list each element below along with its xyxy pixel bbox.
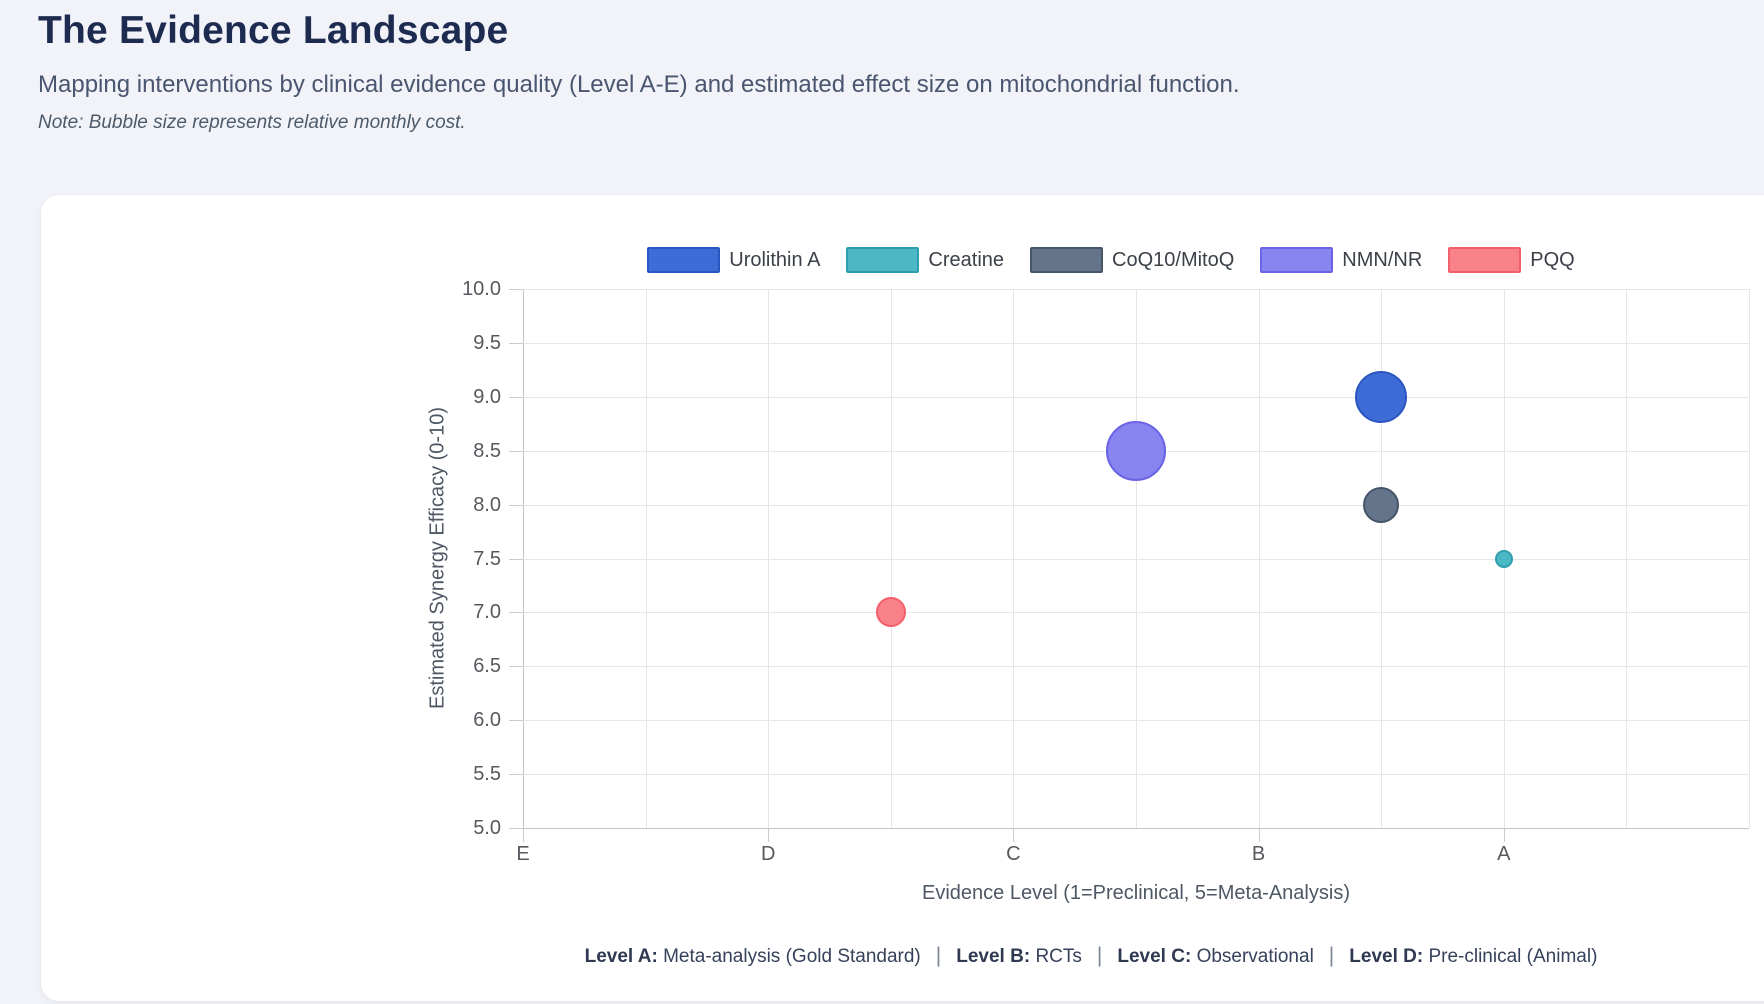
y-tick-label: 7.5 <box>473 547 501 570</box>
legend-item-coq10-mitoq[interactable]: CoQ10/MitoQ <box>1030 247 1234 273</box>
x-tick-mark <box>1013 828 1015 842</box>
legend-label: PQQ <box>1530 248 1575 271</box>
x-tick-label: C <box>1006 843 1021 865</box>
y-tick-label: 5.0 <box>473 817 501 839</box>
y-tick-mark <box>509 504 523 506</box>
y-tick-mark <box>509 774 523 776</box>
legend-swatch-icon <box>1448 247 1522 273</box>
x-tick-label: D <box>760 843 776 865</box>
key-level-label: Level B: <box>956 946 1036 967</box>
y-tick-label: 8.0 <box>473 493 501 516</box>
bubble-nmn-nr[interactable] <box>1106 420 1166 481</box>
y-tick-mark <box>509 666 523 668</box>
grid-line-horizontal <box>523 828 1749 829</box>
grid-line-horizontal <box>523 396 1749 398</box>
bubble-coq10-mitoq[interactable] <box>1363 486 1400 523</box>
page-note: Note: Bubble size represents relative mo… <box>38 112 466 133</box>
legend-label: CoQ10/MitoQ <box>1112 248 1235 271</box>
legend-label: Urolithin A <box>729 248 821 271</box>
key-level-text: RCTs <box>1035 946 1082 967</box>
key-level-label: Level A: <box>584 946 664 967</box>
y-tick-label: 7.0 <box>473 601 501 624</box>
y-tick-label: 5.5 <box>473 763 501 786</box>
x-tick-label: A <box>1497 843 1511 865</box>
key-level-text: Meta-analysis (Gold Standard) <box>663 946 921 967</box>
y-tick-mark <box>509 828 523 829</box>
grid-line-horizontal <box>523 612 1749 614</box>
chart-card: Urolithin A Creatine CoQ10/MitoQ NMN/NR PQQ … <box>41 195 1764 1001</box>
legend-label: NMN/NR <box>1342 248 1423 271</box>
grid-line-horizontal <box>523 289 1749 290</box>
legend-label: Creatine <box>928 248 1005 271</box>
legend-swatch-icon <box>1260 247 1334 273</box>
legend-item-urolithin-a[interactable]: Urolithin A <box>647 247 820 273</box>
key-separator: | <box>1096 944 1103 967</box>
y-tick-label: 8.5 <box>473 439 501 462</box>
y-tick-mark <box>509 342 523 344</box>
y-tick-label: 9.5 <box>473 331 501 354</box>
legend-item-nmn-nr[interactable]: NMN/NR <box>1260 247 1422 273</box>
y-tick-label: 6.5 <box>473 655 501 678</box>
y-tick-label: 10.0 <box>462 278 501 300</box>
legend-item-creatine[interactable]: Creatine <box>846 247 1004 273</box>
legend-swatch-icon <box>647 247 721 273</box>
x-axis-title: Evidence Level (1=Preclinical, 5=Meta-An… <box>922 882 1350 904</box>
x-tick-mark <box>1258 828 1260 842</box>
grid-line-horizontal <box>523 774 1749 776</box>
page-title: The Evidence Landscape <box>38 9 509 52</box>
y-tick-mark <box>509 450 523 452</box>
chart-legend: Urolithin A Creatine CoQ10/MitoQ NMN/NR PQQ <box>461 246 1761 274</box>
key-level-label: Level C: <box>1117 946 1197 967</box>
key-separator: | <box>1328 944 1335 967</box>
grid-line-horizontal <box>523 504 1749 506</box>
grid-line-horizontal <box>523 666 1749 668</box>
y-tick-label: 9.0 <box>473 385 501 408</box>
key-level-text: Observational <box>1196 946 1314 967</box>
plot-area <box>523 289 1750 829</box>
x-tick-mark <box>768 828 770 842</box>
bubble-pqq[interactable] <box>875 597 906 628</box>
x-tick-label: B <box>1251 843 1266 865</box>
legend-swatch-icon <box>1030 247 1104 273</box>
grid-line-horizontal <box>523 720 1749 722</box>
key-separator: | <box>935 944 942 967</box>
legend-swatch-icon <box>846 247 920 273</box>
x-tick-mark <box>523 828 524 842</box>
grid-line-vertical <box>1749 289 1750 828</box>
x-tick-label: E <box>516 843 530 865</box>
y-tick-mark <box>509 289 523 290</box>
grid-line-horizontal <box>523 342 1749 344</box>
legend-item-pqq[interactable]: PQQ <box>1448 247 1575 273</box>
bubble-creatine[interactable] <box>1494 549 1513 568</box>
bubble-urolithin-a[interactable] <box>1355 370 1408 423</box>
y-tick-mark <box>509 720 523 722</box>
key-level-label: Level D: <box>1349 946 1429 967</box>
evidence-level-key: Level A: Meta-analysis (Gold Standard) | L… <box>441 944 1741 968</box>
page-subtitle: Mapping interventions by clinical eviden… <box>38 71 1240 98</box>
x-tick-mark <box>1503 828 1505 842</box>
y-tick-mark <box>509 396 523 398</box>
y-tick-label: 6.0 <box>473 709 501 732</box>
y-tick-mark <box>509 558 523 560</box>
key-level-text: Pre-clinical (Animal) <box>1428 946 1598 967</box>
y-tick-mark <box>509 612 523 614</box>
grid-line-horizontal <box>523 558 1749 560</box>
